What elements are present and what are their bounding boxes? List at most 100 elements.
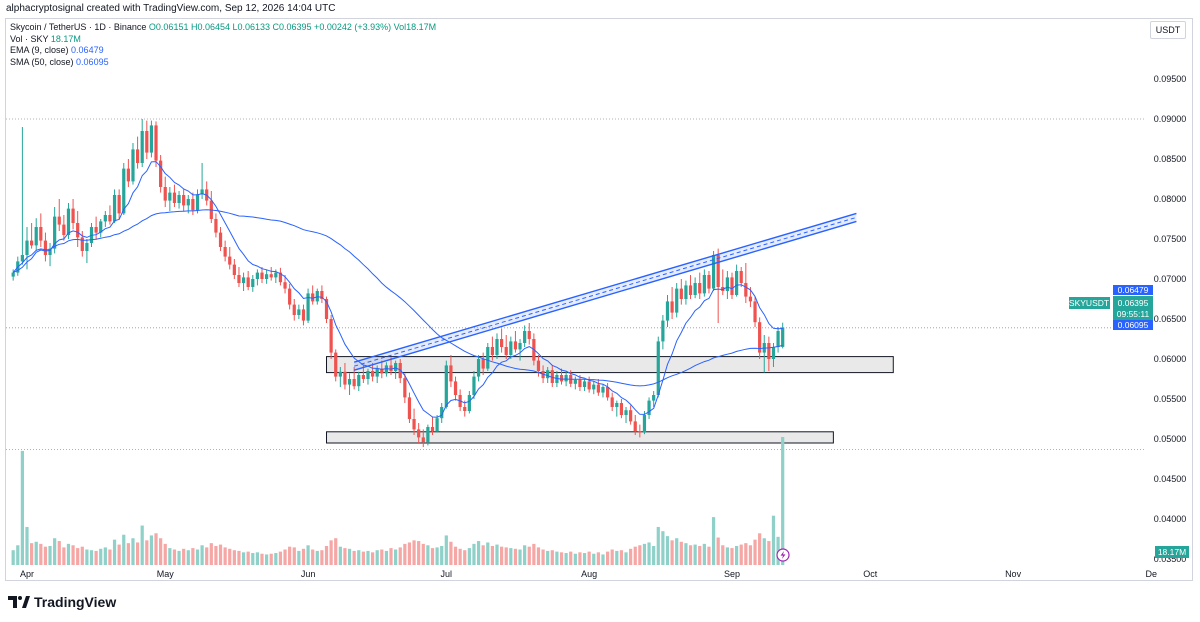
candle-body[interactable] [633, 421, 637, 431]
candle-body[interactable] [564, 375, 568, 382]
candle-body[interactable] [453, 381, 458, 395]
candle-body[interactable] [66, 208, 71, 235]
candle-body[interactable] [357, 375, 361, 387]
candle-body[interactable] [550, 370, 554, 383]
candle-body[interactable] [698, 283, 702, 294]
currency-button[interactable]: USDT [1150, 21, 1186, 39]
candle-body[interactable] [246, 277, 250, 287]
candle-body[interactable] [76, 223, 80, 238]
candle-body[interactable] [734, 271, 739, 295]
candle-body[interactable] [53, 216, 57, 249]
candle-body[interactable] [154, 125, 158, 161]
candle-body[interactable] [306, 293, 310, 321]
candle-body[interactable] [311, 293, 315, 302]
candle-body[interactable] [394, 363, 398, 371]
candle-body[interactable] [269, 274, 273, 278]
candle-body[interactable] [619, 403, 624, 415]
candle-body[interactable] [739, 271, 743, 283]
candle-body[interactable] [771, 347, 776, 359]
candle-body[interactable] [444, 365, 448, 407]
candle-body[interactable] [218, 232, 223, 247]
candle-body[interactable] [592, 384, 596, 390]
candle-body[interactable] [472, 376, 476, 395]
candle-body[interactable] [283, 282, 287, 289]
candle-body[interactable] [407, 397, 412, 419]
support-zone-box[interactable] [326, 431, 834, 444]
candle-body[interactable] [241, 277, 246, 283]
candle-body[interactable] [140, 131, 144, 163]
candle-body[interactable] [490, 347, 495, 355]
candle-body[interactable] [417, 429, 421, 438]
candle-body[interactable] [214, 219, 218, 233]
candle-body[interactable] [467, 395, 471, 411]
candle-body[interactable] [758, 322, 762, 353]
candle-body[interactable] [421, 437, 425, 443]
candle-body[interactable] [264, 274, 269, 279]
candle-body[interactable] [403, 378, 407, 398]
candle-body[interactable] [767, 343, 771, 359]
candle-body[interactable] [476, 359, 481, 377]
channel-midline[interactable] [354, 216, 857, 367]
candle-body[interactable] [370, 371, 375, 377]
candle-body[interactable] [610, 397, 614, 407]
candle-body[interactable] [629, 410, 633, 422]
candle-body[interactable] [744, 283, 748, 297]
candle-body[interactable] [578, 379, 582, 387]
candle-body[interactable] [546, 370, 550, 379]
candle-body[interactable] [228, 256, 232, 265]
candle-body[interactable] [237, 275, 241, 283]
candle-body[interactable] [145, 131, 149, 153]
candle-body[interactable] [343, 371, 347, 385]
price-chart[interactable]: 0.09500 0.09000 0.08500 0.08000 0.07500 0.070… [6, 19, 1192, 580]
candle-body[interactable] [596, 384, 600, 393]
candle-body[interactable] [324, 299, 329, 319]
candle-body[interactable] [656, 341, 660, 395]
candle-body[interactable] [463, 407, 467, 411]
candle-body[interactable] [711, 255, 716, 289]
candle-body[interactable] [94, 227, 98, 233]
candle-body[interactable] [186, 199, 190, 206]
candle-body[interactable] [753, 301, 757, 323]
candle-body[interactable] [103, 215, 107, 222]
candle-body[interactable] [11, 272, 15, 277]
candle-body[interactable] [559, 375, 564, 382]
candle-body[interactable] [504, 347, 508, 355]
candle-body[interactable] [260, 272, 264, 279]
candle-body[interactable] [481, 359, 485, 369]
candle-body[interactable] [670, 301, 674, 313]
candle-body[interactable] [20, 255, 25, 262]
candle-body[interactable] [587, 381, 591, 390]
candle-body[interactable] [440, 407, 444, 419]
candle-body[interactable] [781, 327, 785, 347]
candle-body[interactable] [615, 403, 619, 407]
candle-body[interactable] [43, 240, 48, 255]
candle-body[interactable] [352, 379, 356, 387]
candle-body[interactable] [366, 371, 370, 379]
flash-icon[interactable] [776, 548, 790, 562]
candle-body[interactable] [223, 247, 227, 257]
candle-body[interactable] [624, 410, 628, 415]
candle-body[interactable] [675, 288, 679, 313]
candle-body[interactable] [126, 168, 130, 182]
candle-body[interactable] [99, 221, 103, 233]
candle-body[interactable] [297, 309, 301, 315]
candle-body[interactable] [135, 149, 140, 163]
candle-body[interactable] [338, 371, 342, 377]
candle-body[interactable] [131, 149, 135, 182]
candle-body[interactable] [191, 199, 195, 211]
candle-body[interactable] [702, 275, 706, 294]
candle-body[interactable] [513, 341, 518, 350]
candle-body[interactable] [200, 189, 204, 195]
candle-body[interactable] [117, 195, 121, 214]
candle-body[interactable] [347, 379, 352, 385]
candle-body[interactable] [426, 427, 430, 443]
candle-body[interactable] [449, 365, 453, 382]
candle-body[interactable] [195, 194, 200, 211]
candle-body[interactable] [255, 272, 260, 279]
candle-body[interactable] [642, 415, 647, 433]
candle-body[interactable] [177, 195, 181, 203]
candle-body[interactable] [499, 339, 504, 347]
candle-body[interactable] [430, 427, 435, 431]
candle-body[interactable] [684, 285, 688, 299]
candle-body[interactable] [320, 291, 324, 299]
